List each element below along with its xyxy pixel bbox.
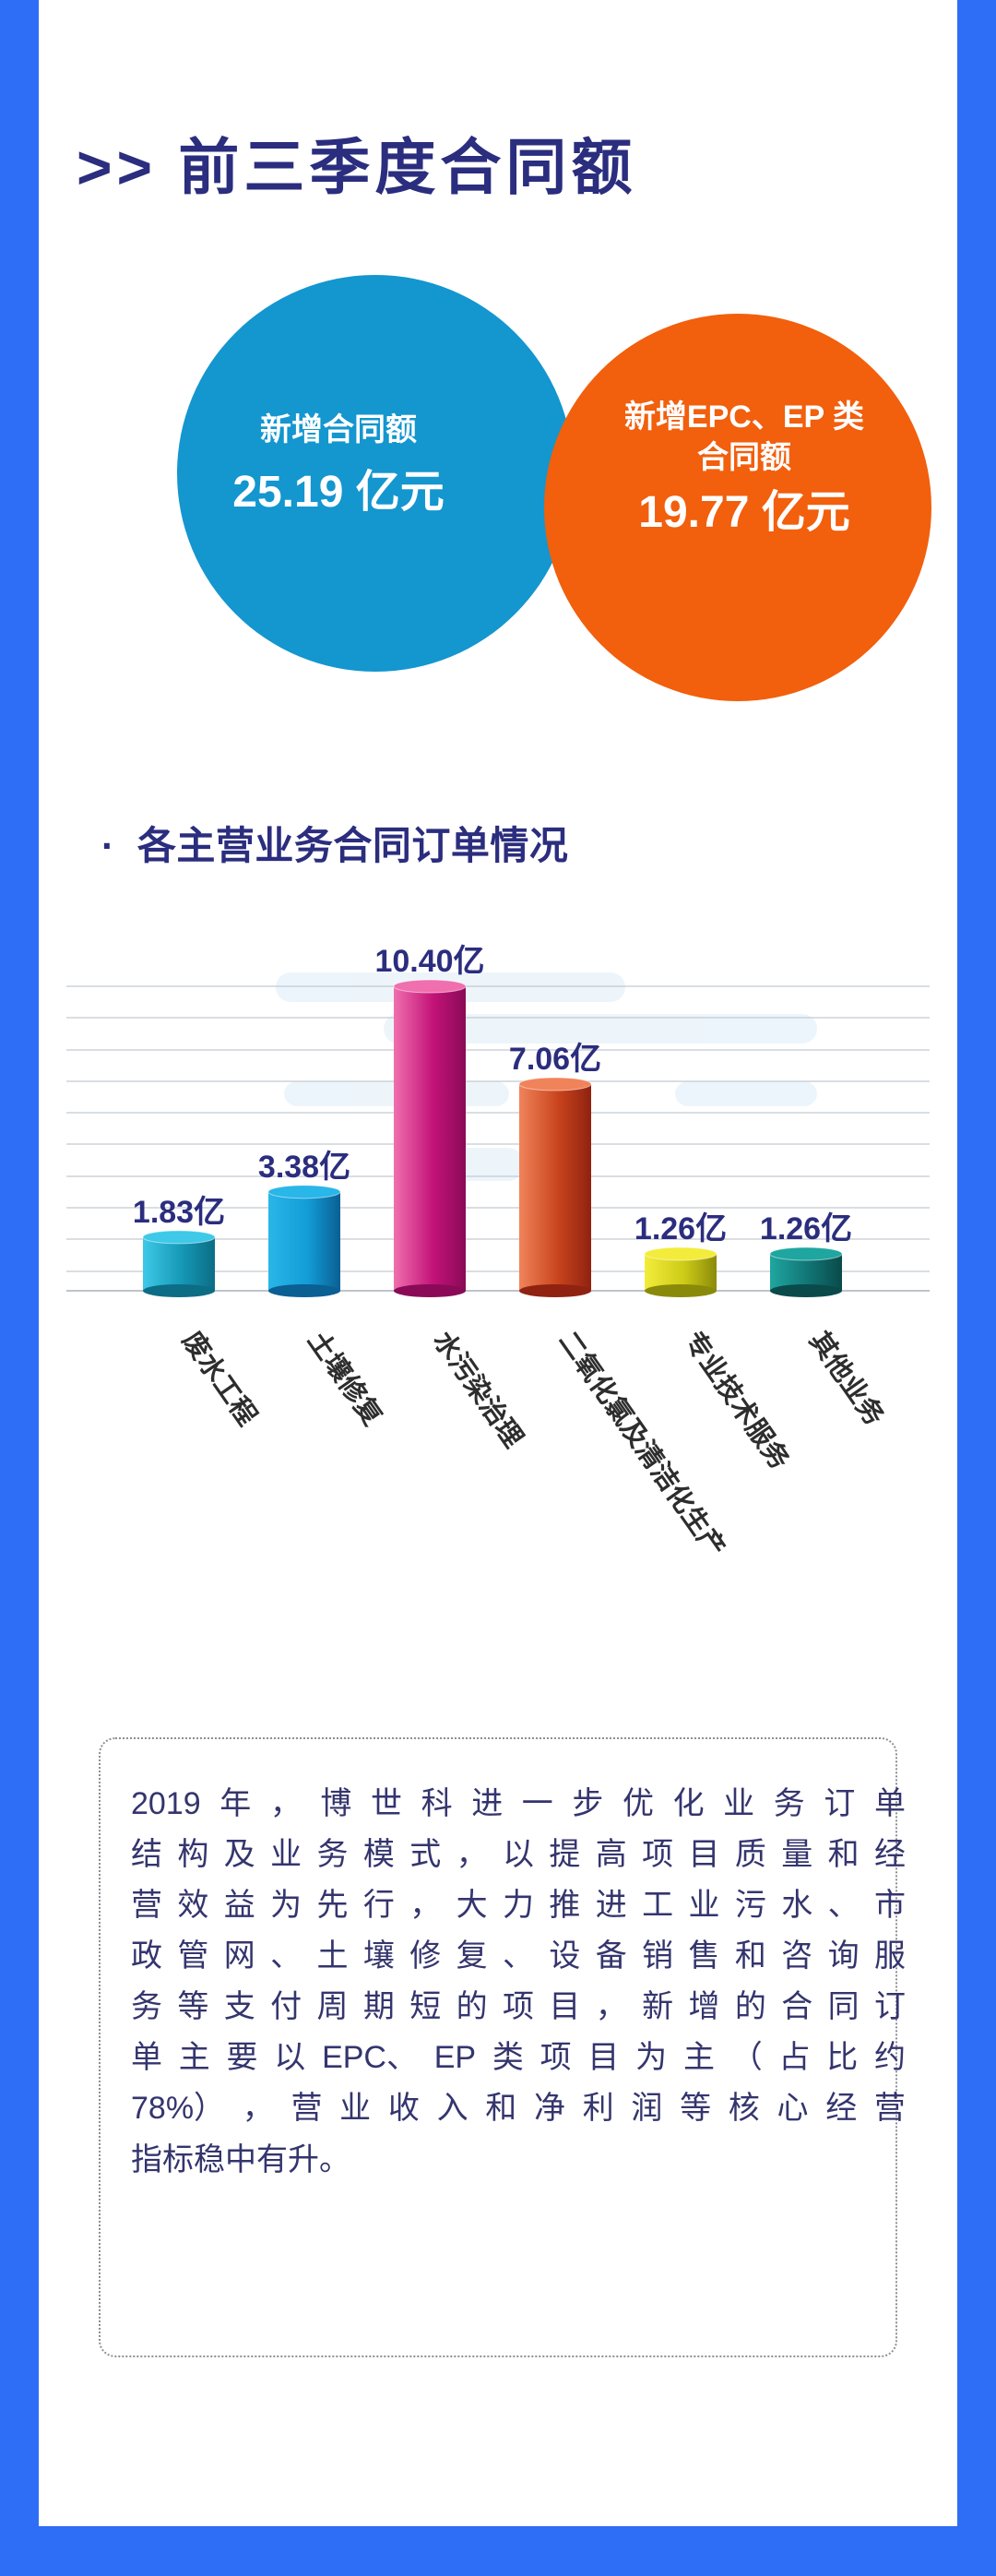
svg-text:废水工程: 废水工程 [176,1329,263,1431]
svg-text:1.26亿: 1.26亿 [634,1211,727,1246]
svg-text:专业技术服务: 专业技术服务 [678,1329,795,1475]
svg-text:10.40亿: 10.40亿 [374,944,484,979]
svg-text:水污染治理: 水污染治理 [427,1329,528,1453]
svg-text:其他业务: 其他业务 [803,1329,890,1431]
svg-text:7.06亿: 7.06亿 [509,1042,601,1077]
svg-text:3.38亿: 3.38亿 [258,1150,350,1185]
svg-text:1.83亿: 1.83亿 [133,1195,225,1230]
svg-text:1.26亿: 1.26亿 [760,1211,852,1246]
svg-text:土壤修复: 土壤修复 [302,1329,388,1431]
